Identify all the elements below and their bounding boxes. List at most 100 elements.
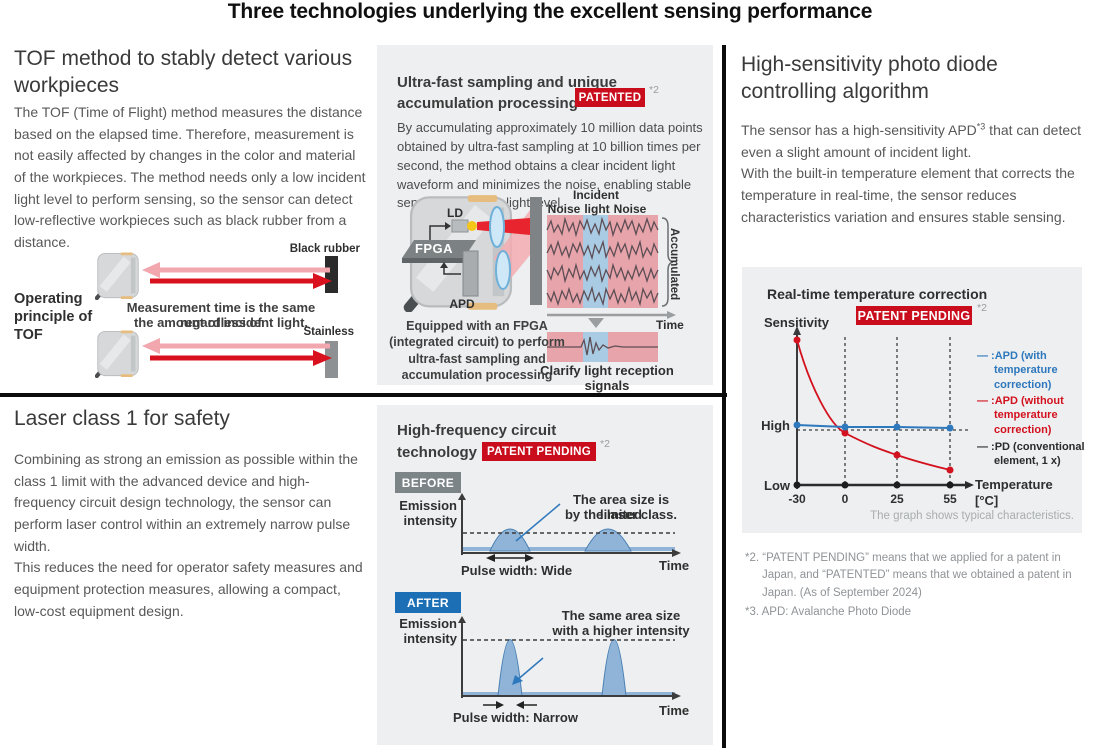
patent-pending-badge-chart: PATENT PENDING: [856, 306, 972, 325]
fpga-signal-arrows: [429, 225, 461, 275]
before-pulse-width-arrow: [486, 554, 534, 562]
after-ylabel-line1: Emission: [399, 616, 457, 631]
apd-body-paragraph-2: With the built-in temperature element th…: [741, 165, 1075, 225]
apd-body-1b: that can detect even a slight amount of …: [741, 122, 1082, 160]
after-annotation-line1: The same area size: [561, 608, 681, 623]
noise-right-label: Noise: [613, 202, 647, 216]
after-chart: [458, 616, 681, 709]
patent-pending-note-hf: *2: [600, 438, 610, 450]
legend-line: temperature: [994, 364, 1058, 377]
laser-body: Combining as strong an emission as possi…: [14, 449, 370, 623]
sampling-body: By accumulating approximately 10 million…: [397, 120, 703, 211]
accumulated-waveforms: [546, 216, 659, 307]
hf-heading-line1: High-frequency circuit: [397, 422, 557, 439]
tof-heading: TOF method to stably detect various work…: [14, 47, 353, 97]
chart-xlabel-line1: Temperature: [975, 477, 1053, 492]
stainless-target: [325, 341, 338, 378]
lens-lower: [495, 250, 511, 290]
grid-dashed-verticals: [844, 337, 951, 485]
chart-ytick-high: High: [761, 418, 790, 433]
chart-ylabel: Sensitivity: [764, 315, 830, 330]
after-pulse-width-arrows: [483, 701, 537, 709]
apd-body-paragraph-1: The sensor has a high-sensitivity APD*3 …: [741, 120, 1093, 163]
arrowhead: [440, 262, 448, 268]
before-time-label: Time: [659, 558, 690, 573]
tof-target-stainless-label: Stainless: [303, 326, 355, 338]
patent-pending-badge-hf: PATENT PENDING: [482, 442, 596, 461]
tof-diagram: [0, 240, 338, 378]
noise-left-label: Noise: [547, 202, 581, 216]
ld-emitter: [451, 219, 477, 233]
before-ylabel-line2: intensity: [403, 513, 457, 528]
apd-heading: High-sensitivity photo diode controlling…: [741, 53, 998, 103]
photo-sensor-icon: [97, 253, 138, 299]
fpga-caption: Equipped with an FPGA (integrated circui…: [389, 319, 565, 382]
tof-principle-label: Operating principle of TOF: [14, 291, 93, 344]
after-annotation-pointer: [515, 657, 544, 682]
legend-line: temperature: [994, 409, 1058, 422]
ld-label: LD: [447, 206, 463, 220]
apd-body-1a: The sensor has a high-sensitivity APD: [741, 122, 977, 138]
chart-xtick-25: 25: [890, 492, 904, 506]
before-annotation-pointer: [515, 503, 561, 542]
after-pointer-head: [512, 675, 523, 685]
reflected-light-arrow: [142, 262, 330, 354]
chart-xtick-0: 0: [841, 492, 849, 506]
legend-apd-without-correction: — :APD (without temperature correction): [977, 394, 1099, 437]
black-rubber-target: [325, 256, 338, 293]
chart-note: The graph shows typical characteristics.: [870, 510, 1074, 522]
axes: [793, 326, 974, 489]
tof-body: The TOF (Time of Flight) method measures…: [14, 104, 366, 251]
emitted-light-arrow: [150, 273, 332, 366]
before-pulse-1: [489, 528, 531, 552]
before-annotation-line1: The area size is limited: [572, 492, 670, 522]
chart-ytick-low: Low: [764, 478, 790, 493]
after-pulse-1: [497, 639, 523, 697]
before-ylabel-line1: Emission: [399, 498, 457, 513]
legend-pd-conventional: — :PD (conventional element, 1 x): [977, 440, 1100, 469]
arrowhead: [445, 222, 451, 230]
horizontal-divider: [0, 393, 727, 397]
lens-upper: [489, 206, 505, 248]
series-apd-with-correction: [793, 421, 954, 432]
fpga-chip: [402, 240, 476, 263]
legend-line: — :APD (with: [977, 350, 1047, 362]
incident-light-band: [583, 215, 608, 308]
apd-label: APD: [449, 297, 475, 311]
vertical-divider: [722, 45, 726, 748]
after-annotation-line2: with a higher intensity: [552, 623, 690, 638]
apd-element: [462, 250, 479, 297]
before-pulse-2: [584, 528, 632, 552]
after-pulse-label: Pulse width: Narrow: [453, 710, 578, 725]
incident-label: Incident: [572, 188, 619, 202]
patent-pending-note-chart: *2: [977, 302, 987, 314]
after-badge: AFTER: [395, 592, 461, 613]
time-axis: [547, 311, 676, 319]
hf-panel: [377, 405, 713, 745]
sampling-heading-line2: accumulation processing: [397, 95, 578, 112]
after-time-label: Time: [659, 703, 690, 718]
legend-line: correction): [994, 378, 1052, 391]
apd-footnote-ref: *3: [976, 121, 986, 132]
clarified-waveform: [547, 336, 658, 356]
legend-line: — :APD (without: [977, 395, 1064, 407]
accumulated-brace: [661, 217, 674, 307]
series-pd-conventional: [793, 481, 954, 489]
before-chart: [458, 493, 681, 562]
patented-badge: PATENTED: [575, 88, 645, 107]
fpga-label: FPGA: [414, 241, 454, 256]
series-apd-without-correction: [793, 336, 954, 474]
clarify-label: Clarify light reception signals: [540, 363, 674, 393]
legend-line: correction): [994, 423, 1052, 436]
laser-body-paragraph-1: Combining as strong an emission as possi…: [14, 451, 358, 554]
footnotes: *2. “PATENT PENDING” means that we appli…: [745, 550, 1090, 623]
after-pulse-2: [601, 639, 627, 697]
page-title: Three technologies underlying the excell…: [227, 0, 873, 23]
chart-xtick--30: -30: [788, 492, 806, 506]
sampling-heading-line1: Ultra-fast sampling and unique: [397, 74, 618, 91]
light-label: light: [584, 202, 610, 216]
tof-caption-line2: the amount of incident light.: [133, 315, 309, 330]
tof-target-black-rubber-label: Black rubber: [289, 243, 360, 255]
photo-sensor-icon: [97, 331, 138, 377]
legend-line: — :PD (conventional: [977, 441, 1085, 453]
